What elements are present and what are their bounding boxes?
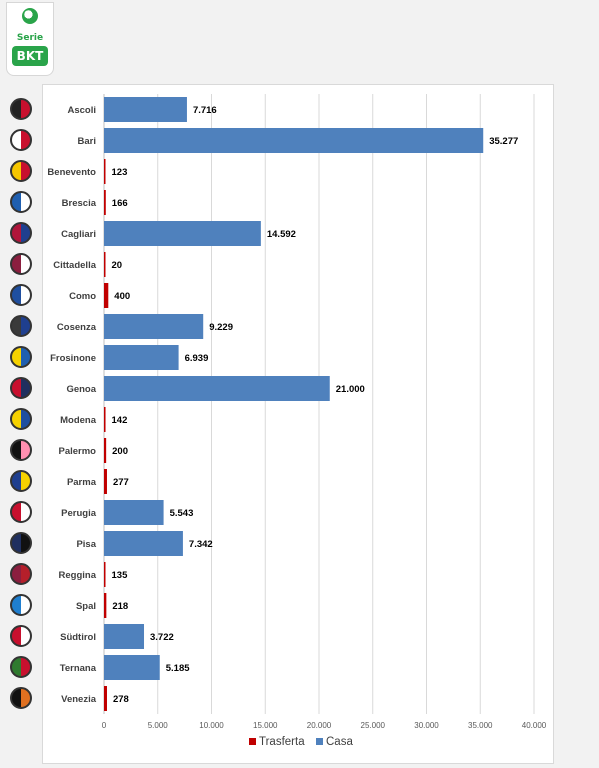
bar-11 xyxy=(104,438,107,463)
value-label-17: 3.722 xyxy=(150,632,174,643)
x-tick-label-8: 40.000 xyxy=(522,721,547,730)
bar-5 xyxy=(104,252,106,277)
team-crest-icon xyxy=(10,407,32,430)
value-label-14: 7.342 xyxy=(189,539,213,550)
value-label-11: 200 xyxy=(112,446,128,457)
category-label-0: Ascoli xyxy=(67,105,96,116)
value-label-18: 5.185 xyxy=(166,663,190,674)
team-crest-icon xyxy=(10,314,32,337)
team-crest-icon xyxy=(10,376,32,399)
category-label-17: Südtirol xyxy=(60,632,96,643)
bar-16 xyxy=(104,593,107,618)
category-label-2: Benevento xyxy=(47,167,96,178)
category-label-13: Perugia xyxy=(61,508,97,519)
value-label-4: 14.592 xyxy=(267,229,296,240)
bar-8 xyxy=(104,345,179,370)
x-tick-label-5: 25.000 xyxy=(361,721,386,730)
value-label-19: 278 xyxy=(113,694,129,705)
value-label-6: 400 xyxy=(114,291,130,302)
category-label-7: Cosenza xyxy=(57,322,97,333)
bar-3 xyxy=(104,190,106,215)
serie-bkt-logo: Serie BKT xyxy=(6,2,54,76)
category-label-19: Venezia xyxy=(61,694,97,705)
x-tick-label-7: 35.000 xyxy=(468,721,493,730)
x-tick-label-3: 15.000 xyxy=(253,721,278,730)
chart-area: 0 5.000 10.000 15.000 20.000 25.000 30.000 35.0… xyxy=(42,84,554,764)
category-label-18: Ternana xyxy=(60,663,97,674)
bar-14 xyxy=(104,531,183,556)
team-crest-icon xyxy=(10,190,32,213)
category-label-9: Genoa xyxy=(66,384,96,395)
team-crest-icon xyxy=(10,500,32,523)
bar-19 xyxy=(104,686,107,711)
value-label-8: 6.939 xyxy=(185,353,209,364)
bar-18 xyxy=(104,655,160,680)
bar-4 xyxy=(104,221,261,246)
category-label-16: Spal xyxy=(76,601,96,612)
bar-1 xyxy=(104,128,484,153)
value-label-3: 166 xyxy=(112,198,128,209)
logo-bkt-text: BKT xyxy=(12,46,48,66)
soccer-ball-icon xyxy=(22,8,38,24)
bar-2 xyxy=(104,159,106,184)
bar-13 xyxy=(104,500,164,525)
value-label-1: 35.277 xyxy=(489,136,518,147)
legend-swatch-1 xyxy=(316,738,323,745)
value-label-9: 21.000 xyxy=(336,384,365,395)
category-label-4: Cagliari xyxy=(61,229,96,240)
bar-chart: 0 5.000 10.000 15.000 20.000 25.000 30.000 35.0… xyxy=(47,94,547,748)
legend-label-1: Casa xyxy=(326,736,353,748)
category-label-3: Brescia xyxy=(62,198,97,209)
bar-10 xyxy=(104,407,106,432)
bar-0 xyxy=(104,97,187,122)
team-crest-icon xyxy=(10,345,32,368)
category-label-14: Pisa xyxy=(76,539,96,550)
bar-9 xyxy=(104,376,330,401)
category-label-15: Reggina xyxy=(59,570,97,581)
team-crest-icon xyxy=(10,128,32,151)
team-crest-icon xyxy=(10,593,32,616)
bar-12 xyxy=(104,469,107,494)
x-tick-label-2: 10.000 xyxy=(199,721,224,730)
logo-serie-text: Serie xyxy=(16,33,44,43)
team-crest-icon xyxy=(10,438,32,461)
x-tick-label-4: 20.000 xyxy=(307,721,332,730)
team-crest-icon xyxy=(10,252,32,275)
category-label-1: Bari xyxy=(78,136,96,147)
value-label-10: 142 xyxy=(112,415,128,426)
team-crest-icon xyxy=(10,655,32,678)
value-label-16: 218 xyxy=(112,601,128,612)
team-crest-icon xyxy=(10,221,32,244)
category-label-8: Frosinone xyxy=(50,353,96,364)
legend-label-0: Trasferta xyxy=(259,736,305,748)
team-crest-icon xyxy=(10,283,32,306)
x-tick-label-0: 0 xyxy=(102,721,107,730)
team-crest-icon xyxy=(10,97,32,120)
x-tick-label-1: 5.000 xyxy=(148,721,169,730)
team-crest-icon xyxy=(10,159,32,182)
bar-6 xyxy=(104,283,109,308)
team-crest-icon xyxy=(10,624,32,647)
team-crest-icon xyxy=(10,562,32,585)
value-label-12: 277 xyxy=(113,477,129,488)
team-crest-icon xyxy=(10,686,32,709)
bar-7 xyxy=(104,314,204,339)
legend-swatch-0 xyxy=(249,738,256,745)
value-label-7: 9.229 xyxy=(209,322,233,333)
team-crest-icon xyxy=(10,531,32,554)
category-label-12: Parma xyxy=(67,477,97,488)
category-label-6: Como xyxy=(69,291,96,302)
bar-17 xyxy=(104,624,145,649)
value-label-0: 7.716 xyxy=(193,105,217,116)
value-label-2: 123 xyxy=(112,167,128,178)
value-label-5: 20 xyxy=(112,260,123,271)
bar-15 xyxy=(104,562,106,587)
value-label-13: 5.543 xyxy=(170,508,194,519)
value-label-15: 135 xyxy=(112,570,129,581)
team-crest-icon xyxy=(10,469,32,492)
category-label-5: Cittadella xyxy=(53,260,96,271)
category-label-11: Palermo xyxy=(59,446,97,457)
x-tick-label-6: 30.000 xyxy=(414,721,439,730)
category-label-10: Modena xyxy=(60,415,97,426)
